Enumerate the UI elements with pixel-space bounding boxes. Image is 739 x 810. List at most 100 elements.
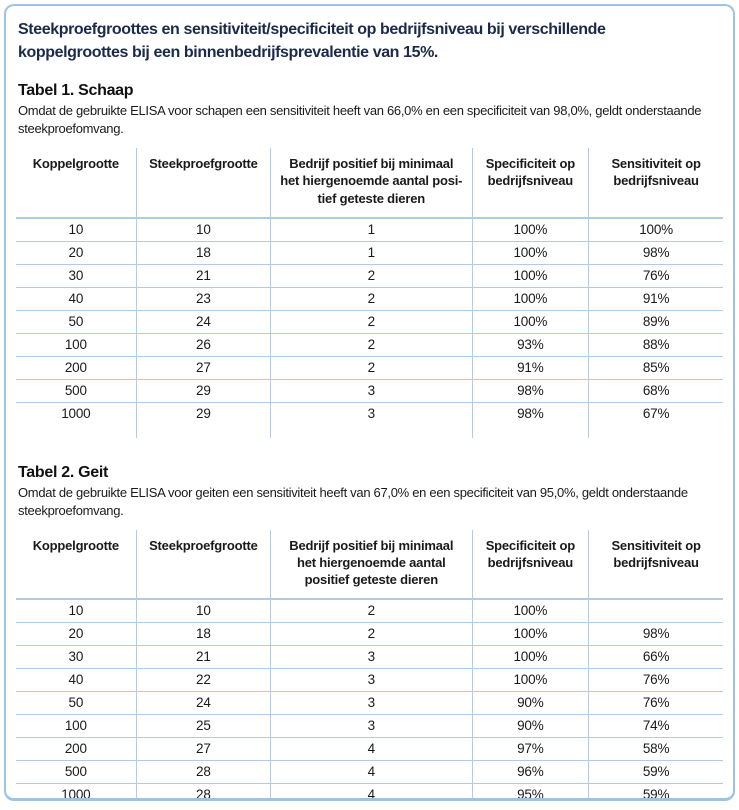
table-cell: 100% — [471, 240, 589, 265]
spacer-cell — [135, 424, 271, 438]
table-cell: 24 — [135, 691, 271, 715]
table-cell: 28 — [135, 783, 271, 798]
table-cell: 96% — [471, 760, 589, 784]
table-cell: 98% — [471, 401, 589, 425]
table-cell: 2 — [270, 355, 472, 380]
table-cell: 98% — [588, 622, 723, 646]
table-cell: 23 — [135, 286, 271, 311]
table-cell: 50 — [16, 309, 137, 334]
table1-heading: Tabel 1. Schaap — [18, 82, 134, 100]
column-header: Koppelgrootte — [16, 148, 137, 219]
page-title: Steekproefgroottes en sensitiviteit/spec… — [18, 21, 606, 62]
table-cell: 100 — [16, 714, 137, 738]
table-cell: 58% — [588, 737, 723, 761]
table-cell: 89% — [588, 309, 723, 334]
column-header: Steekproefgrootte — [135, 148, 271, 219]
table-cell: 100% — [471, 309, 589, 334]
table-cell: 85% — [588, 355, 723, 380]
table-cell: 91% — [471, 355, 589, 380]
table-cell: 90% — [471, 714, 589, 738]
column-header: Sensitiviteit op bedrijfsniveau — [588, 529, 723, 601]
table-cell: 88% — [588, 332, 723, 357]
document-frame: Steekproefgroottes en sensitiviteit/spec… — [4, 4, 735, 801]
table-cell: 18 — [135, 622, 271, 646]
table-cell: 1000 — [16, 783, 137, 798]
table-cell — [588, 599, 723, 623]
table-cell: 100% — [471, 645, 589, 669]
table-row: 30 21 2 100% 76% — [16, 263, 723, 288]
table-cell: 20 — [16, 240, 137, 265]
table-cell: 66% — [588, 645, 723, 669]
table-cell: 500 — [16, 760, 137, 784]
table-cell: 100% — [471, 263, 589, 288]
table-cell: 24 — [135, 309, 271, 334]
table-cell: 90% — [471, 691, 589, 715]
table-cell: 97% — [471, 737, 589, 761]
table-cell: 100% — [471, 622, 589, 646]
table-cell: 3 — [270, 714, 472, 738]
table-cell: 27 — [135, 355, 271, 380]
table-schaap: Koppelgrootte Steekproefgrootte Bedrijf po… — [16, 148, 723, 438]
table-row: 100 26 2 93% 88% — [16, 332, 723, 357]
table-cell: 500 — [16, 378, 137, 403]
table-row: 200 27 2 91% 85% — [16, 355, 723, 380]
table-geit: Koppelgrootte Steekproefgrootte Bedrijf po… — [16, 529, 723, 798]
table-cell: 93% — [471, 332, 589, 357]
table-cell: 1 — [270, 217, 472, 242]
table2-description: Omdat de gebruikte ELISA voor geiten een… — [18, 484, 688, 518]
table-row: 30 21 3 100% 66% — [16, 645, 723, 669]
table-cell: 100 — [16, 332, 137, 357]
column-header: Koppelgrootte — [16, 529, 137, 601]
section-tabel-1-schaap: Tabel 1. Schaap Omdat de gebruikte ELISA… — [16, 82, 723, 438]
table-schaap-body: 10 10 1 100% 100% 20 18 1 100% 98% 30 21 2 100% 76% 40 2… — [16, 217, 723, 438]
table-row: 40 22 3 100% 76% — [16, 668, 723, 692]
spacer-cell — [16, 425, 136, 438]
table-cell: 4 — [270, 760, 472, 784]
table-cell: 59% — [588, 783, 723, 798]
table-cell: 4 — [270, 737, 472, 761]
column-header: Bedrijf positief bij minimaal het hierge… — [270, 529, 472, 601]
table-cell: 3 — [270, 691, 472, 715]
table-cell: 2 — [270, 286, 472, 311]
table-row: 500 28 4 96% 59% — [16, 760, 723, 784]
table-cell: 2 — [270, 263, 472, 288]
table-cell: 91% — [588, 286, 723, 311]
table-row: 10 10 1 100% 100% — [16, 217, 723, 242]
table-cell: 21 — [135, 645, 271, 669]
table-row: 20 18 2 100% 98% — [16, 622, 723, 646]
table-row: 20 18 1 100% 98% — [16, 240, 723, 265]
column-header: Bedrijf positief bij minimaal het hierge… — [270, 148, 472, 219]
table-row: 40 23 2 100% 91% — [16, 286, 723, 311]
column-header: Specificiteit op bedrijfsniveau — [471, 148, 589, 219]
table-cell: 200 — [16, 355, 137, 380]
table1-description: Omdat de gebruikte ELISA voor schapen ee… — [18, 103, 702, 137]
section-tabel-2-geit: Tabel 2. Geit Omdat de gebruikte ELISA v… — [16, 463, 723, 798]
table-cell: 10 — [135, 599, 271, 623]
table-cell: 50 — [16, 691, 137, 715]
table-geit-body: 10 10 2 100% 20 18 2 100% 98% 30 21 3 100% 66% 40 22 3 10… — [16, 599, 723, 798]
table-cell: 10 — [68, 603, 84, 619]
table-cell: 22 — [135, 668, 271, 692]
table-spacer-row — [16, 424, 723, 438]
table-cell: 10 — [135, 217, 271, 242]
table-cell: 26 — [135, 332, 271, 357]
table-cell: 59% — [588, 760, 723, 784]
table-cell: 100% — [471, 599, 589, 623]
table-cell: 2 — [270, 309, 472, 334]
table-row: 100 25 3 90% 74% — [16, 714, 723, 738]
table-geit-header: Koppelgrootte Steekproefgrootte Bedrijf po… — [16, 529, 723, 601]
table-row: 1000 29 3 98% 67% — [16, 401, 723, 425]
table-row: 50 24 3 90% 76% — [16, 691, 723, 715]
table-row: 200 27 4 97% 58% — [16, 737, 723, 761]
table-cell: 3 — [270, 645, 472, 669]
table-cell: 29 — [135, 378, 271, 403]
table-cell: 20 — [16, 622, 137, 646]
table-row: 10 10 2 100% — [16, 599, 723, 623]
table2-heading: Tabel 2. Geit — [18, 463, 109, 481]
table-cell: 98% — [588, 240, 723, 265]
table-cell: 74% — [588, 714, 723, 738]
table-cell: 76% — [588, 263, 723, 288]
table-cell: 18 — [135, 240, 271, 265]
table-cell: 27 — [135, 737, 271, 761]
spacer-cell — [270, 424, 472, 438]
